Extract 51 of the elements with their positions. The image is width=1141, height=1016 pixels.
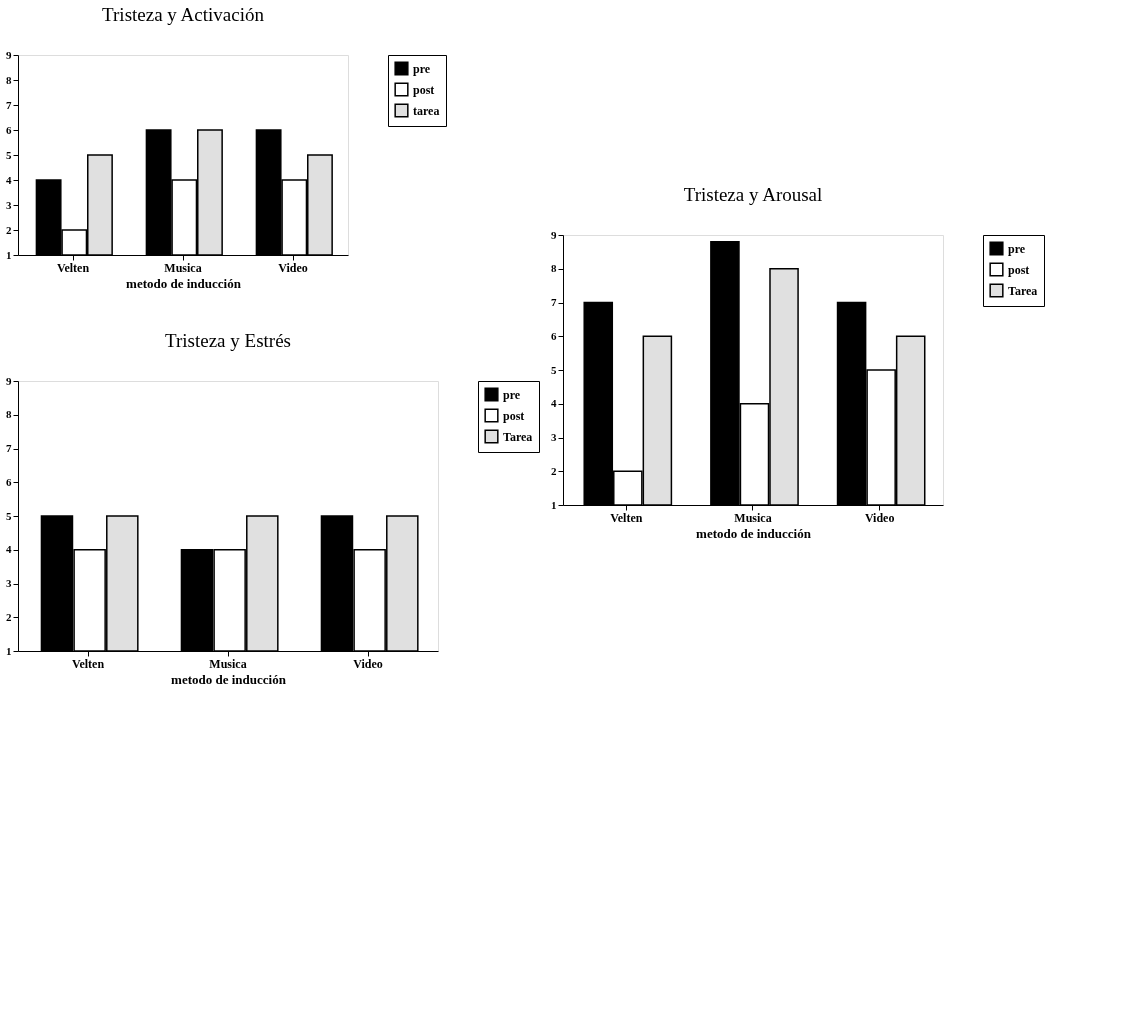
y-tick-label: 3 (6, 198, 12, 211)
y-tick-label: 4 (551, 397, 557, 410)
x-tick-label: Velten (610, 510, 643, 525)
legend-label: tarea (413, 103, 440, 118)
y-tick-label: 3 (6, 577, 12, 589)
legend-label: pre (1008, 241, 1026, 256)
y-tick-label: 5 (6, 148, 12, 161)
legend-label: pre (413, 61, 431, 76)
y-tick-label: 2 (6, 223, 12, 236)
y-tick-label: 5 (6, 509, 12, 522)
y-tick-label: 5 (551, 363, 557, 376)
y-tick-label: 4 (6, 543, 12, 556)
y-tick-label: 8 (6, 408, 12, 421)
y-tick-label: 7 (6, 98, 12, 111)
x-tick-label: Musica (209, 656, 247, 671)
y-tick-label: 7 (551, 296, 557, 308)
x-tick-label: Video (278, 260, 308, 275)
legend-label: pre (503, 387, 521, 402)
y-tick-label: 2 (6, 610, 12, 623)
y-tick-label: 6 (6, 475, 12, 488)
y-tick-label: 7 (6, 442, 12, 454)
y-tick-label: 4 (6, 173, 12, 186)
y-tick-label: 8 (551, 262, 557, 275)
x-tick-label: Video (353, 656, 383, 671)
y-tick-label: 9 (551, 228, 557, 241)
x-tick-label: Video (864, 510, 895, 525)
x-axis-title: metodo de inducción (126, 275, 242, 291)
y-tick-label: 1 (551, 498, 557, 511)
x-tick-label: Velten (71, 656, 105, 671)
legend-label: Tarea (503, 429, 533, 444)
x-tick-label: Musica (734, 510, 772, 525)
chart-title: Tristeza y Estrés (165, 330, 291, 351)
y-tick-label: 9 (6, 374, 12, 387)
x-axis-title: metodo de inducción (696, 525, 812, 541)
y-tick-label: 1 (6, 248, 12, 261)
y-tick-label: 8 (6, 73, 12, 86)
chart-title: Tristeza y Arousal (683, 184, 823, 205)
legend-label: post (503, 408, 525, 423)
y-tick-label: 6 (551, 329, 557, 342)
chart-title: Tristeza y Activación (102, 4, 265, 25)
y-tick-label: 9 (6, 48, 12, 61)
x-axis-title: metodo de inducción (171, 671, 287, 687)
legend-label: post (1008, 262, 1030, 277)
y-tick-label: 1 (6, 644, 12, 657)
x-tick-label: Velten (56, 260, 90, 275)
y-tick-label: 3 (551, 431, 557, 443)
y-tick-label: 2 (551, 464, 557, 477)
legend-label: Tarea (1008, 283, 1038, 298)
legend-label: post (413, 82, 435, 97)
y-tick-label: 6 (6, 123, 12, 136)
x-tick-label: Musica (164, 260, 202, 275)
